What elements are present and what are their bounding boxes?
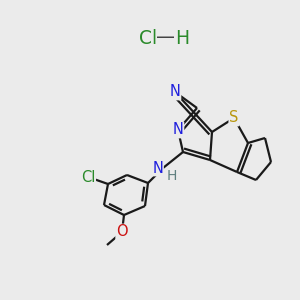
Text: O: O xyxy=(116,224,128,239)
Text: Cl: Cl xyxy=(139,28,157,47)
Text: N: N xyxy=(169,85,180,100)
Text: H: H xyxy=(175,28,189,47)
Text: N: N xyxy=(172,122,183,137)
Text: S: S xyxy=(229,110,239,125)
Text: —: — xyxy=(156,28,176,47)
Text: H: H xyxy=(167,169,177,182)
Text: Cl: Cl xyxy=(81,169,95,184)
Text: N: N xyxy=(152,160,163,175)
